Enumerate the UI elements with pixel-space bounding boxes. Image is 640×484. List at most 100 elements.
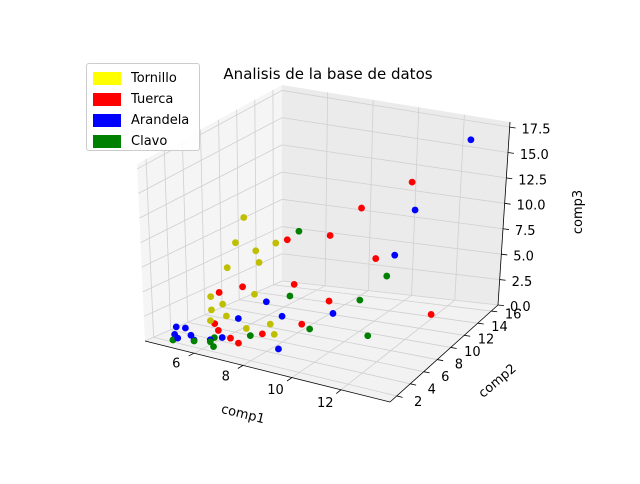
x-tick-label: 10 [267,383,284,398]
data-point [246,332,254,340]
grid-line-z [138,117,283,194]
data-point [286,292,294,300]
x-axis-line [144,340,391,403]
grid-line-y [153,336,397,397]
y-tick-label: 10 [464,345,481,360]
z-axis-label: comp3 [571,190,586,234]
data-point [272,239,280,247]
data-point [234,315,242,322]
data-point [364,332,372,340]
data-point [467,136,475,144]
data-point [411,206,419,214]
x-tick-label: 12 [317,396,334,411]
data-point [235,339,242,347]
y-tick-label: 6 [441,370,449,385]
grid-line-z [139,144,283,219]
legend-item-clavo: Clavo [93,131,199,152]
floor-pane [145,281,498,402]
grid-line-z [137,90,283,170]
grid-line-y [239,299,465,336]
x-tick-label: 6 [172,356,180,371]
grid-line-y [204,314,438,360]
data-point [206,338,214,346]
data-point [242,325,250,332]
legend: Tornillo Tuerca Arandela Clavo [86,63,200,151]
x-tick-mark [237,365,244,369]
grid-line-z [281,280,499,306]
z-tick-mark [501,253,508,256]
grid-line-y [221,306,451,348]
z-tick-label: 15.0 [520,148,549,163]
z-tick-mark [499,279,506,281]
data-point [258,330,266,338]
data-point [240,214,248,221]
legend-swatch [93,72,121,85]
z-tick-mark [507,152,514,154]
data-point [306,325,314,333]
data-point [358,204,365,212]
data-point [290,280,298,288]
y-tick-mark [423,371,430,374]
legend-swatch [93,135,121,148]
back-wall-pane [282,85,510,305]
x-axis-label: comp1 [220,402,267,427]
data-point [190,337,198,345]
y-tick-mark [437,359,444,362]
z-tick-label: 5.0 [513,249,534,264]
y-tick-label: 4 [428,383,436,398]
y-tick-mark [396,395,403,398]
legend-item-tornillo: Tornillo [93,68,199,89]
grid-line-z [281,117,509,153]
data-point [210,343,217,350]
legend-item-arandela: Arandela [93,110,199,131]
y-tick-mark [464,334,471,337]
grid-line-y [273,284,492,312]
x-tick-mark [336,389,342,394]
data-point [270,330,278,338]
data-point [372,255,380,262]
data-point [255,259,263,266]
y-tick-label: 12 [478,333,495,348]
y-tick-label: 2 [414,395,422,410]
data-point [214,327,222,334]
grid-line-z [141,198,283,268]
data-point [206,317,214,325]
x-tick-mark [286,377,293,382]
data-point [251,290,258,298]
y-tick-mark [491,310,498,313]
grid-line-x [340,299,456,391]
grid-line-x [193,285,326,354]
data-points [169,136,475,353]
legend-item-tuerca: Tuerca [93,89,199,110]
legend-label: Clavo [131,134,168,149]
data-point [298,320,306,328]
axis-lines [144,121,516,403]
data-point [391,251,399,259]
grid-line-z [281,90,510,128]
data-point [219,300,227,308]
legend-label: Arandela [131,113,190,128]
data-point [252,247,260,255]
chart-title: Analisis de la base de datos [223,65,432,83]
data-point [283,236,291,244]
data-point [356,296,364,304]
y-axis-label: comp2 [476,361,520,401]
z-tick-mark [504,202,511,205]
data-point [232,239,239,247]
y-tick-mark [410,383,417,386]
data-point [207,293,215,300]
z-tick-label: 0.0 [510,300,531,315]
z-tick-mark [497,304,505,307]
y-tick-mark [450,347,457,349]
data-point [222,312,230,320]
legend-label: Tuerca [131,92,174,107]
data-point [174,334,182,342]
x-tick-mark [188,352,195,357]
data-point [223,264,231,272]
data-point [295,227,303,235]
grid-line-y [187,321,424,373]
data-point [329,310,337,317]
z-tick-label: 17.5 [522,123,551,138]
legend-label: Tornillo [131,71,177,86]
